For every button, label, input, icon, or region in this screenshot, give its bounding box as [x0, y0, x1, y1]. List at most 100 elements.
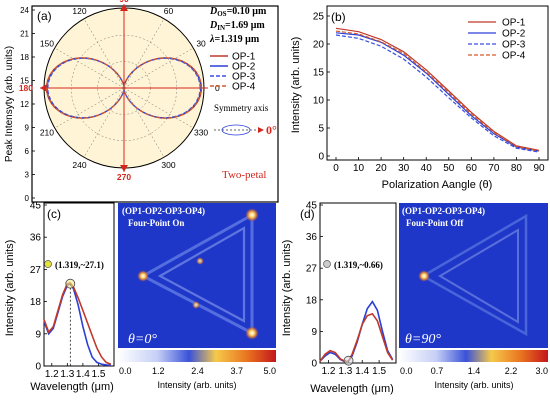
polar-spoke — [54, 87, 125, 129]
panel-d-colorbar — [399, 350, 548, 362]
x-tick-label: 30 — [398, 163, 410, 174]
legend-label: OP-4 — [502, 51, 526, 62]
x-tick-label: 90 — [533, 163, 545, 174]
polar-angle-label: 180 — [19, 83, 33, 93]
y-tick-label: 18 — [30, 297, 42, 308]
y-tick-label: 9 — [35, 329, 41, 340]
panel-d-colorbar-label: Intensity (arb. units) — [434, 380, 513, 390]
panel-c-map-subtitle: Four-Point On — [128, 218, 184, 228]
symmetry-arrow-icon — [258, 127, 264, 133]
panel-c-map-title: (OP1-OP2-OP3-OP4) — [122, 206, 205, 216]
legend-label: OP-2 — [232, 62, 256, 73]
x-tick-label: 1.2 — [321, 366, 335, 377]
radial-tick-label: 3 — [25, 171, 30, 180]
y-tick-label: 0 — [35, 362, 41, 373]
y-tick-label: 10 — [313, 96, 325, 107]
polar-spoke — [54, 47, 125, 89]
panel-d-marker-label: (1.319,~0.66) — [334, 260, 383, 270]
x-tick-label: 1.5 — [372, 366, 386, 377]
y-tick-label: 27 — [30, 265, 42, 276]
radial-tick-label: 0 — [25, 194, 30, 203]
polar-series-op-4 — [46, 57, 202, 119]
legend-label: OP-3 — [232, 72, 256, 83]
polar-angle-label: 210 — [40, 128, 54, 138]
polar-spoke — [123, 87, 165, 158]
symmetry-petal-icon — [221, 124, 251, 136]
panel-b-series — [335, 27, 540, 153]
polar-spoke — [83, 87, 125, 158]
panel-c-ylabel: Intensity (arb. units) — [4, 240, 16, 337]
polar-angle-label: 330 — [194, 128, 208, 138]
peak-marker — [65, 278, 76, 289]
polar-angle-label: 240 — [72, 160, 86, 170]
panel-c-frame — [43, 202, 115, 367]
panel-a-legend: OP-1OP-2OP-3OP-4 — [210, 52, 256, 93]
panel-d-triangle-outer — [420, 213, 528, 337]
radial-tick-label: 24 — [20, 6, 29, 15]
panel-c-colorbar-label: Intensity (arb. units) — [157, 380, 236, 390]
polar-arrow-down-icon — [120, 165, 128, 172]
panel-b-frame — [326, 5, 549, 161]
polar-spoke — [123, 47, 194, 89]
y-tick-label: 15 — [313, 68, 325, 79]
y-tick-label: 9 — [311, 327, 317, 338]
spectrum-series-2 — [319, 312, 394, 363]
panel-b-axes: 0 10 20 30 40 50 60 70 80 90 0 5 10 15 20 25 — [313, 12, 545, 175]
legend-label: OP-3 — [502, 40, 526, 51]
panel-d-map-subtitle: Four-Point Off — [406, 218, 464, 228]
panel-b-legend: OP-1OP-2OP-3OP-4 — [468, 18, 526, 62]
polar-arrow-left-icon — [40, 84, 47, 92]
colorbar-tick-label: 5.0 — [263, 366, 276, 376]
panel-c-field-map: (OP1-OP2-OP3-OP4) Four-Point On θ=0° 0.0… — [118, 203, 276, 390]
polar-angle-label: 60 — [164, 6, 174, 16]
spectrum-series-2 — [43, 282, 112, 365]
panel-a: (a) Peak Intensyty (arb. units) 0 3 6 9 12 15… — [4, 0, 279, 203]
colorbar-tick-label: 1.2 — [152, 366, 165, 376]
y-tick-label: 45 — [30, 201, 42, 212]
panel-c-marker-label: (1.319,~27.1) — [55, 260, 104, 270]
panel-d-theta: θ=90° — [405, 332, 441, 347]
polar-angle-label: 270 — [117, 172, 131, 182]
panel-a-ylabel: Peak Intensyty (arb. units) — [4, 46, 15, 162]
panel-d-hotspot-left — [418, 270, 430, 282]
y-tick-label: 25 — [313, 12, 325, 23]
panel-c-marker-icon — [44, 260, 52, 268]
panel-d-triangle — [420, 213, 528, 337]
y-tick-label: 0 — [318, 152, 324, 163]
polar-angle-label: 300 — [161, 160, 175, 170]
polar-plot: 9060300330300270240210180150120 — [19, 0, 220, 182]
series-op-4 — [335, 30, 540, 152]
panel-c-letter: (c) — [47, 207, 61, 221]
colorbar-tick-label: 2.4 — [191, 366, 204, 376]
panel-d-triangle-inner — [438, 228, 519, 324]
legend-label: OP-2 — [502, 29, 526, 40]
panel-c-hotspot-top — [245, 208, 259, 222]
panel-d-series — [319, 300, 394, 366]
y-tick-label: 18 — [306, 295, 318, 306]
panel-d-field-map: (OP1-OP2-OP3-OP4) Four-Point Off θ=90° 0… — [399, 203, 548, 390]
x-tick-label: 80 — [511, 163, 523, 174]
polar-arrow-up-icon — [120, 4, 128, 11]
panel-c-triangle-inner — [157, 226, 246, 323]
series-op-2 — [335, 32, 540, 152]
panel-d-letter: (d) — [300, 207, 315, 221]
colorbar-tick-label: 0.0 — [119, 366, 132, 376]
colorbar-tick-label: 3.7 — [230, 366, 243, 376]
y-tick-label: 27 — [306, 264, 318, 275]
series-op-3 — [335, 34, 540, 153]
panel-d-colorbar-ticks: 0.0 0.7 1.4 2.2 3.0 — [400, 366, 548, 376]
radial-tick-label: 18 — [20, 53, 29, 62]
panel-d-marker-icon — [323, 260, 331, 268]
panel-c-theta: θ=0° — [128, 332, 157, 347]
x-tick-label: 1.3 — [338, 366, 352, 377]
panel-c-xlabel: Wavelength (μm) — [30, 381, 114, 393]
panel-d-xlabel: Wavelength (μm) — [310, 383, 394, 395]
x-tick-label: 40 — [421, 163, 433, 174]
x-tick-label: 70 — [488, 163, 500, 174]
legend-label: OP-1 — [502, 18, 526, 29]
panel-b-xlabel: Polarization Aangle (θ) — [382, 179, 493, 191]
radial-tick-label: 12 — [20, 100, 29, 109]
y-tick-label: 36 — [30, 233, 42, 244]
x-tick-label: 0 — [333, 163, 339, 174]
x-tick-label: 10 — [353, 163, 365, 174]
